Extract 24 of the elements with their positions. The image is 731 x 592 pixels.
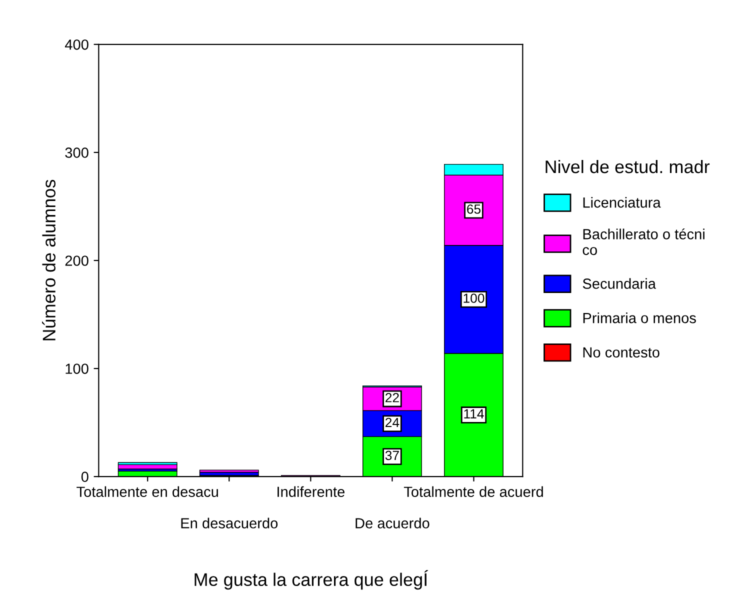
y-tick-label: 200 <box>65 256 88 266</box>
legend-label: Secundaria <box>582 278 656 289</box>
y-tick-label: 400 <box>64 40 88 50</box>
data-label: 100 <box>464 294 484 303</box>
y-axis-title: Número de alumnos <box>42 180 56 340</box>
x-axis-title: Me gusta la carrera que elegÍ <box>194 570 428 590</box>
x-tick-label: Totalmente de acuerd <box>404 486 543 497</box>
legend-label: No contesto <box>583 347 660 358</box>
data-label: 37 <box>385 450 399 460</box>
legend-title: Nivel de estud. madr <box>546 160 710 174</box>
data-label: 22 <box>386 392 399 402</box>
y-tick-label: 0 <box>81 472 88 482</box>
legend-label: Primaria o menos <box>583 312 696 324</box>
data-label: 65 <box>467 204 481 214</box>
x-tick-label: En desacuerdo <box>181 518 278 528</box>
y-tick-label: 100 <box>66 364 88 374</box>
x-tick-label: De acuerdo <box>356 518 430 528</box>
data-label: 114 <box>464 409 484 418</box>
x-tick-label: Indiferente <box>278 486 344 497</box>
x-tick-label: Totalmente en desacu <box>76 486 218 497</box>
legend-label: Licenciatura <box>583 197 661 208</box>
legend-label: Bachillerato o técni co <box>582 228 704 256</box>
y-tick-label: 300 <box>65 148 88 158</box>
data-label: 24 <box>386 418 400 428</box>
